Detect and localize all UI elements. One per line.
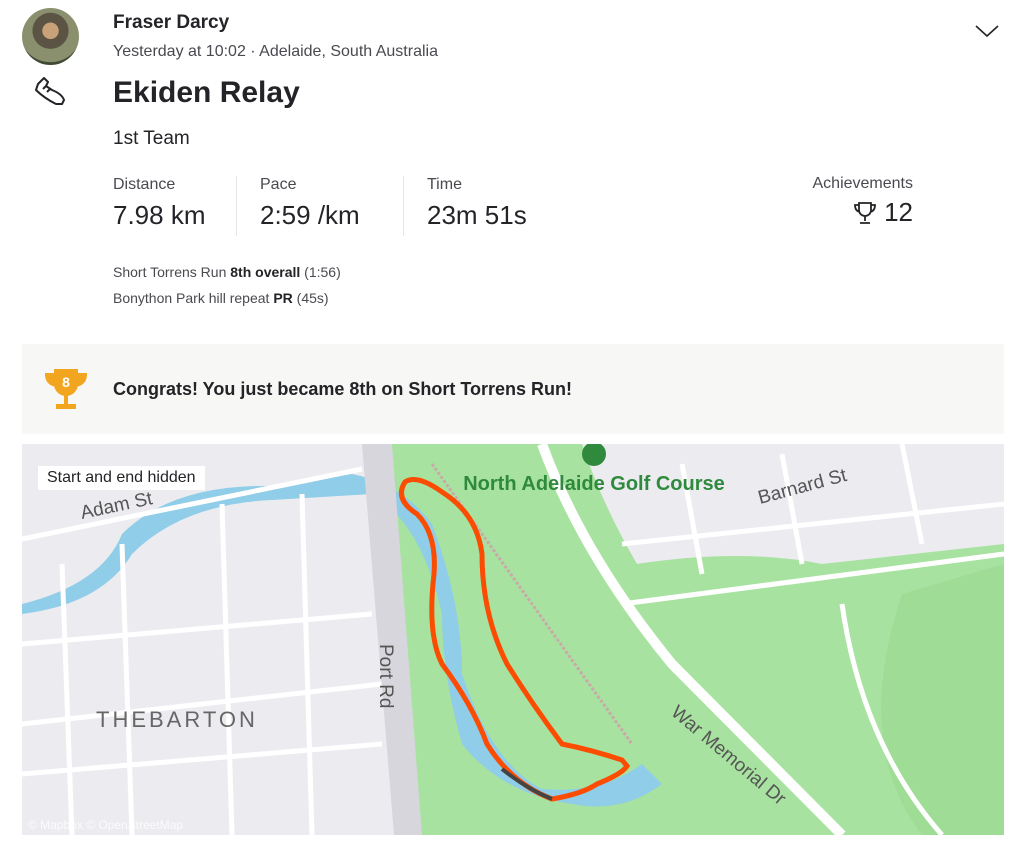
stat-label: Time xyxy=(427,176,462,193)
port-road xyxy=(362,444,422,835)
stat-pace: Pace 2:59 /km xyxy=(260,176,360,231)
map-label-port-rd: Port Rd xyxy=(375,644,396,708)
segment-detail: (45s) xyxy=(296,290,329,306)
achievements-count: 12 xyxy=(884,197,913,227)
stat-label: Pace xyxy=(260,176,297,193)
map-attribution[interactable]: © Mapbox © OpenStreetMap xyxy=(28,818,184,832)
divider xyxy=(403,176,404,236)
rank-number: 8 xyxy=(62,374,70,390)
athlete-name[interactable]: Fraser Darcy xyxy=(113,12,230,33)
trophy-rank-icon: 8 xyxy=(44,369,88,409)
stat-label: Distance xyxy=(113,176,176,193)
segment-effort[interactable]: Short Torrens Run 8th overall (1:56) xyxy=(113,264,341,280)
privacy-label: Start and end hidden xyxy=(38,466,205,490)
route-line xyxy=(399,477,631,802)
banner-text: Congrats! You just became 8th on Short T… xyxy=(113,379,573,399)
map-label-thebarton: THEBARTON xyxy=(96,707,258,732)
running-shoe-icon xyxy=(35,77,65,105)
roads xyxy=(22,444,1004,835)
map-canvas: Adam St Barnard St North Adelaide Golf C… xyxy=(22,444,1004,835)
activity-meta: Yesterday at 10:02 · Adelaide, South Aus… xyxy=(113,43,438,60)
park-area xyxy=(881,564,1004,835)
stat-value: 23m 51s xyxy=(427,200,527,230)
activity-description: 1st Team xyxy=(113,128,190,149)
achievement-banner: 8 Congrats! You just became 8th on Short… xyxy=(22,344,1004,434)
achievements[interactable]: Achievements 12 xyxy=(813,175,914,228)
segment-result: 8th overall xyxy=(230,264,301,280)
golf-course-icon xyxy=(582,444,606,466)
avatar[interactable] xyxy=(22,8,79,65)
segment-name: Bonython Park hill repeat xyxy=(113,290,270,306)
segment-name: Short Torrens Run xyxy=(113,264,227,280)
stat-value: 7.98 km xyxy=(113,200,206,230)
map-label-barnard-st: Barnard St xyxy=(756,465,850,509)
segment-detail: (1:56) xyxy=(304,264,341,280)
segment-result: PR xyxy=(273,290,293,306)
trophy-icon xyxy=(854,201,876,224)
stat-value: 2:59 /km xyxy=(260,200,360,230)
route-hidden-segment xyxy=(500,767,553,801)
stat-time: Time 23m 51s xyxy=(427,176,527,231)
activity-title[interactable]: Ekiden Relay xyxy=(113,76,300,109)
stat-distance: Distance 7.98 km xyxy=(113,176,206,231)
chevron-down-icon[interactable] xyxy=(975,24,999,38)
segment-effort[interactable]: Bonython Park hill repeat PR (45s) xyxy=(113,290,329,306)
divider xyxy=(236,176,237,236)
war-memorial-drive xyxy=(537,444,846,835)
achievements-label: Achievements xyxy=(812,175,914,192)
route-map[interactable]: Adam St Barnard St North Adelaide Golf C… xyxy=(22,444,1004,835)
map-label-golf-course: North Adelaide Golf Course xyxy=(463,473,725,495)
